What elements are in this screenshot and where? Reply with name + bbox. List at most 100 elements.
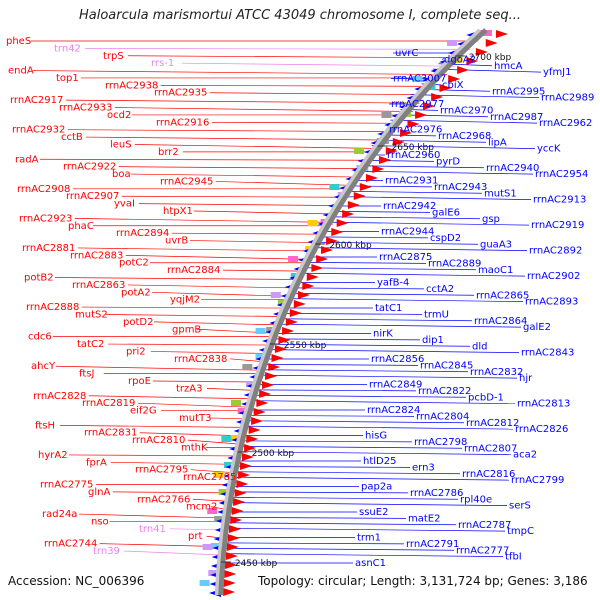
forward-gene-arrow bbox=[224, 570, 237, 578]
left-gene-label: rrnAC2775 bbox=[40, 479, 93, 490]
left-gene-label: glnA bbox=[88, 487, 110, 498]
left-gene-label: rrnAC2917 bbox=[10, 95, 63, 106]
left-gene-label: radA bbox=[15, 154, 39, 165]
left-gene-label: ftsH bbox=[35, 420, 55, 431]
left-gene-label: uvrB bbox=[165, 236, 188, 247]
right-gene-label: dld bbox=[472, 341, 487, 352]
forward-gene-arrow bbox=[223, 579, 236, 587]
forward-gene-arrow bbox=[448, 75, 461, 83]
forward-gene-arrow bbox=[336, 219, 349, 227]
left-gene-label: potB2 bbox=[24, 273, 54, 284]
right-leader-line bbox=[245, 420, 465, 424]
right-gene-label: rrnAC2977 bbox=[391, 99, 444, 110]
forward-gene-block bbox=[208, 570, 221, 576]
forward-gene-block bbox=[218, 489, 231, 495]
left-gene-label: rrnAC2795 bbox=[135, 465, 188, 476]
forward-gene-arrow bbox=[475, 48, 488, 56]
right-gene-label: yccK bbox=[537, 144, 561, 155]
right-gene-label: rrnAC2804 bbox=[416, 411, 469, 422]
forward-gene-arrow bbox=[289, 309, 302, 317]
right-gene-label: rrnAC2954 bbox=[535, 169, 588, 180]
accession-text: Accession: NC_006396 bbox=[8, 574, 145, 588]
forward-gene-arrow bbox=[422, 102, 435, 110]
forward-gene-arrow bbox=[225, 561, 238, 569]
right-gene-label: serS bbox=[509, 501, 531, 512]
left-leader-line bbox=[151, 291, 293, 297]
forward-gene-arrow bbox=[407, 120, 420, 128]
forward-gene-arrow bbox=[282, 327, 295, 335]
right-gene-label: rrnAC2968 bbox=[438, 131, 491, 142]
right-gene-label: trm1 bbox=[357, 533, 381, 544]
left-leader-line bbox=[153, 321, 280, 326]
right-gene-label: rrnAC2943 bbox=[434, 182, 487, 193]
right-gene-label: rrnAC2843 bbox=[521, 348, 574, 359]
right-gene-label: rrnAC2865 bbox=[476, 290, 529, 301]
right-gene-label: galE2 bbox=[523, 322, 551, 333]
right-gene-label: ern3 bbox=[412, 462, 435, 473]
left-leader-line bbox=[209, 417, 247, 420]
left-gene-label: rrnAC2894 bbox=[116, 228, 169, 239]
right-leader-line bbox=[234, 471, 461, 475]
left-gene-label: trzA3 bbox=[176, 383, 202, 394]
left-gene-label: potD2 bbox=[123, 317, 153, 328]
right-leader-line bbox=[297, 272, 526, 277]
left-leader-line bbox=[206, 388, 255, 391]
left-leader-line bbox=[139, 432, 243, 437]
left-leader-line bbox=[181, 62, 455, 67]
reverse-gene-block bbox=[307, 220, 318, 226]
left-gene-label: rrnAC2922 bbox=[63, 162, 116, 173]
right-gene-label: rrnAC2987 bbox=[490, 112, 543, 123]
left-gene-label: rrnAC2863 bbox=[72, 280, 125, 291]
left-gene-label: mthK bbox=[181, 443, 208, 454]
forward-gene-block bbox=[214, 516, 227, 522]
right-leader-line bbox=[222, 553, 504, 557]
left-leader-line bbox=[105, 314, 283, 317]
right-gene-label: rrnAC2892 bbox=[529, 246, 582, 257]
right-leader-line bbox=[243, 425, 514, 430]
forward-gene-arrow bbox=[321, 246, 334, 254]
left-gene-label: potA2 bbox=[121, 287, 151, 298]
right-leader-line bbox=[300, 267, 477, 271]
left-leader-line bbox=[74, 218, 332, 223]
left-leader-line bbox=[68, 454, 237, 457]
right-gene-label: hjr bbox=[519, 373, 533, 384]
right-leader-line bbox=[291, 287, 425, 290]
right-gene-label: trmU bbox=[424, 309, 449, 320]
left-leader-line bbox=[114, 107, 413, 112]
left-gene-label: nso bbox=[91, 516, 109, 527]
right-leader-line bbox=[289, 292, 475, 296]
backbone bbox=[214, 28, 488, 596]
right-leader-line bbox=[268, 343, 471, 347]
right-gene-label: pyrD bbox=[436, 156, 460, 167]
forward-gene-block bbox=[237, 408, 250, 414]
forward-gene-arrow bbox=[259, 390, 272, 398]
leader-lines bbox=[30, 40, 542, 564]
right-gene-label: rrnAC2824 bbox=[367, 405, 420, 416]
forward-gene-block bbox=[210, 543, 223, 549]
right-leader-line bbox=[338, 196, 532, 200]
reverse-gene-block bbox=[199, 580, 210, 586]
left-leader-line bbox=[171, 232, 324, 235]
right-gene-label: dgoA2 bbox=[444, 54, 476, 65]
right-leader-line bbox=[286, 298, 524, 302]
right-gene-label: rrnAC2919 bbox=[531, 220, 584, 231]
right-gene-label: rrnAC2995 bbox=[492, 86, 545, 97]
forward-gene-arrow bbox=[495, 30, 508, 38]
left-leader-line bbox=[121, 195, 346, 198]
right-gene-label: rrnAC2913 bbox=[533, 195, 586, 206]
forward-gene-arrow bbox=[225, 552, 238, 560]
left-leader-line bbox=[88, 395, 253, 400]
left-leader-line bbox=[211, 121, 401, 124]
tick-label: 2600 kbp bbox=[329, 241, 372, 251]
forward-gene-arrow bbox=[271, 354, 284, 362]
forward-gene-arrow bbox=[431, 93, 444, 101]
left-leader-line bbox=[137, 402, 251, 408]
left-gene-label: rpoE bbox=[128, 376, 151, 387]
left-gene-label: mutS2 bbox=[75, 309, 108, 320]
reverse-gene-block bbox=[207, 508, 218, 514]
reverse-gene-block bbox=[353, 148, 364, 154]
left-gene-label: rrnAC2945 bbox=[160, 176, 213, 187]
left-gene-label: rrnAC2933 bbox=[59, 103, 112, 114]
left-gene-label: potC2 bbox=[119, 258, 149, 269]
left-leader-line bbox=[192, 498, 229, 502]
